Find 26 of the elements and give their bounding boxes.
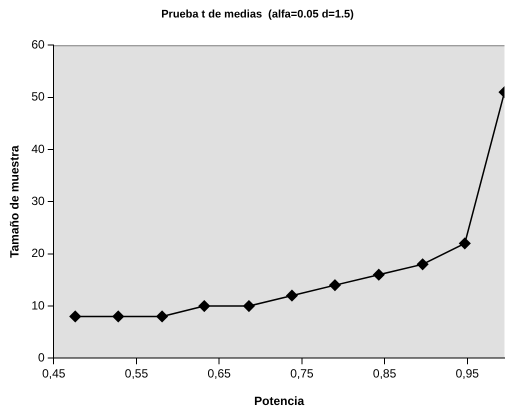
point [416,258,428,270]
point [373,268,385,280]
point [286,290,298,302]
point [112,310,124,322]
point [156,310,168,322]
point [70,310,81,322]
x-tick-label: 0,65 [207,366,232,381]
x-axis-title: Potencia [254,394,304,408]
y-tick-label: 30 [31,194,46,208]
point [198,300,210,312]
chart-title: Prueba t de medias (alfa=0.05 d=1.5) [161,8,354,21]
y-tick-label: 40 [31,142,46,156]
y-tick-label: 60 [31,38,46,52]
x-tick-label: 0,45 [42,366,66,381]
point [329,279,341,291]
point [459,238,471,250]
y-tick-label: 20 [31,246,46,260]
x-tick-label: 0,75 [290,366,314,381]
x-tick-label: 0,55 [124,366,148,381]
y-tick-label: 0 [38,350,46,365]
y-tick-label: 50 [31,90,46,104]
point [243,300,255,312]
y-axis-title: Tamaño de muestra [8,145,22,258]
y-tick-label: 10 [31,298,46,312]
x-tick-label: 0,85 [372,366,397,381]
x-tick-label: 0,95 [456,366,480,381]
